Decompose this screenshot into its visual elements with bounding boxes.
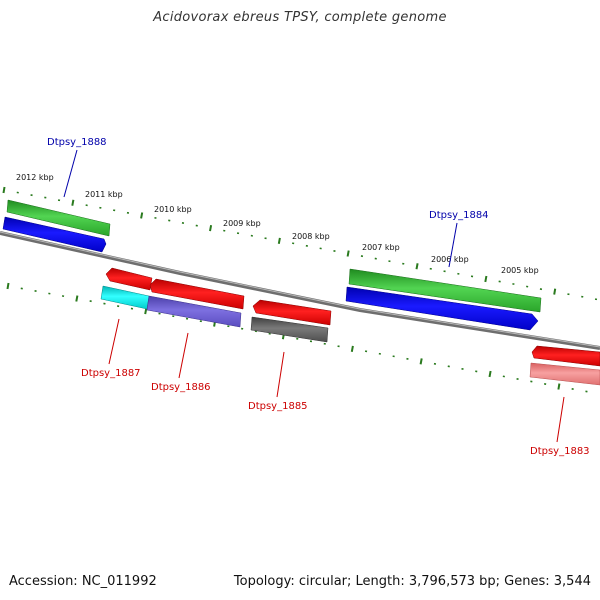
footer-genome-stats: Topology: circular; Length: 3,796,573 bp… (233, 574, 591, 589)
leader-line-dtpsy-1886 (178, 332, 189, 379)
scale-label-2008: 2008 kbp (292, 232, 330, 241)
scale-lower-major-tick (419, 358, 423, 365)
gene-label-dtpsy-1885[interactable]: Dtpsy_1885 (248, 401, 308, 412)
scale-ticks-upper (2, 186, 598, 301)
gene-1886-purple-bar[interactable] (146, 295, 242, 328)
scale-upper-major-tick (209, 225, 213, 232)
leader-line-dtpsy-1883 (556, 396, 565, 443)
scale-lower-major-tick (557, 383, 561, 390)
gene-label-dtpsy-1888[interactable]: Dtpsy_1888 (47, 137, 107, 148)
genome-backbone (0, 231, 600, 350)
gene-1886-red-arrow[interactable] (149, 278, 245, 310)
scale-lower-major-tick (488, 370, 492, 378)
gene-label-dtpsy-1886[interactable]: Dtpsy_1886 (151, 382, 211, 393)
scale-upper-major-tick (553, 288, 557, 295)
leader-line-dtpsy-1885 (276, 351, 285, 398)
gene-1884-green-bar[interactable] (348, 268, 542, 313)
scale-upper-major-tick (140, 212, 144, 219)
gene-1883-red-arrow[interactable] (531, 345, 600, 367)
scale-upper-major-tick (277, 237, 281, 244)
gene-1885-red-arrow[interactable] (252, 299, 332, 326)
gene-feature-dtpsy-1883[interactable] (529, 345, 600, 386)
scale-label-2005: 2005 kbp (501, 266, 539, 275)
scale-lower-major-tick (75, 295, 79, 302)
gene-label-dtpsy-1887[interactable]: Dtpsy_1887 (81, 368, 141, 379)
scale-label-2006: 2006 kbp (431, 255, 469, 264)
gene-feature-dtpsy-1886[interactable] (146, 278, 245, 328)
scale-upper-major-tick (484, 275, 488, 283)
scale-label-2009: 2009 kbp (223, 219, 261, 228)
gene-1887-cyan-bar[interactable] (100, 285, 150, 310)
scale-label-2012: 2012 kbp (16, 173, 54, 182)
scale-label-2007: 2007 kbp (362, 243, 400, 252)
scale-upper-major-tick (346, 250, 350, 257)
scale-label-2011: 2011 kbp (85, 190, 123, 199)
scale-ticks-lower (6, 282, 588, 393)
gene-1884-blue-arrow[interactable] (345, 286, 539, 331)
gene-label-dtpsy-1884[interactable]: Dtpsy_1884 (429, 210, 489, 221)
gene-feature-dtpsy-1888[interactable] (2, 199, 111, 253)
scale-upper-major-tick (2, 186, 6, 194)
leader-line-dtpsy-1888 (63, 149, 78, 198)
scale-lower-major-tick (350, 345, 354, 352)
gene-feature-dtpsy-1884[interactable] (345, 268, 542, 331)
scale-upper-major-tick (71, 199, 75, 206)
leader-line-dtpsy-1887 (108, 318, 120, 365)
genome-backbone-highlight (0, 231, 600, 348)
gene-feature-dtpsy-1887[interactable] (100, 267, 153, 310)
map-title: Acidovorax ebreus TPSY, complete genome (153, 10, 447, 25)
gene-feature-dtpsy-1885[interactable] (250, 299, 332, 343)
gene-label-dtpsy-1883[interactable]: Dtpsy_1883 (530, 446, 590, 457)
gene-1888-blue-arrow[interactable] (2, 216, 107, 253)
scale-lower-major-tick (144, 308, 148, 315)
gene-1887-red-arrow[interactable] (105, 267, 153, 291)
gene-1885-gray-bar[interactable] (250, 316, 329, 343)
leader-line-dtpsy-1884 (448, 222, 458, 268)
footer-accession: Accession: NC_011992 (9, 574, 157, 589)
scale-lower-major-tick (6, 282, 10, 290)
gene-1883-pink-bar[interactable] (529, 362, 600, 386)
scale-upper-major-tick (415, 263, 419, 270)
gene-1888-green-bar[interactable] (6, 199, 111, 237)
scale-label-2010: 2010 kbp (154, 205, 192, 214)
